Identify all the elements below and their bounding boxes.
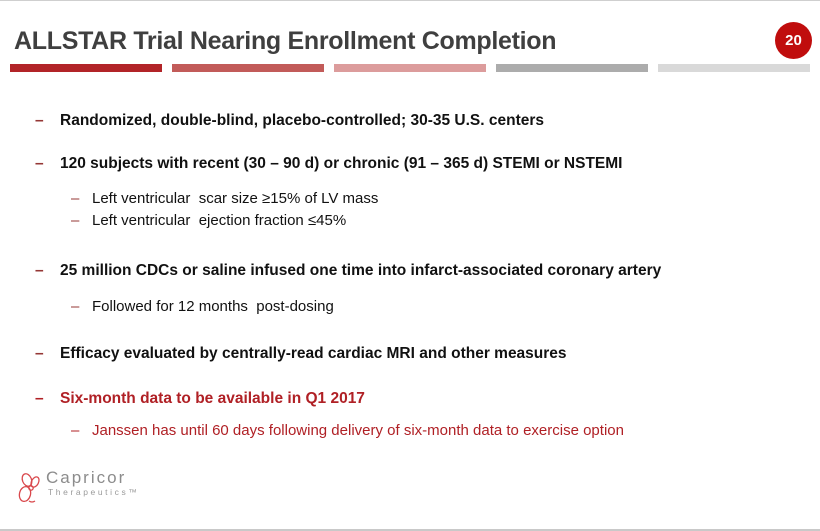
bullet-item: – Efficacy evaluated by centrally-read c… [0,344,820,363]
dash-bullet-icon: – [35,390,44,407]
capricor-logo: Capricor Therapeutics™ [16,469,139,509]
bullet-text: Randomized, double-blind, placebo-contro… [60,112,545,129]
bullet-item: – 25 million CDCs or saline infused one … [0,261,820,280]
divider-segment [172,64,324,72]
bullet-text: Six-month data to be available in Q1 201… [60,390,365,407]
dash-bullet-icon: – [35,262,44,279]
capricor-logo-icon [18,473,40,503]
page-number: 20 [785,32,802,49]
bullet-item: – 120 subjects with recent (30 – 90 d) o… [0,154,820,173]
divider-segment [496,64,648,72]
divider-bar [10,64,810,72]
divider-segment [334,64,486,72]
page-title: ALLSTAR Trial Nearing Enrollment Complet… [14,27,557,55]
bullet-item: – Left ventricular scar size ≥15% of LV … [0,189,820,208]
bullet-text: Followed for 12 months post-dosing [92,298,334,315]
bullet-text: Efficacy evaluated by centrally-read car… [60,345,567,362]
logo-text-block: Capricor Therapeutics™ [46,468,140,498]
bullet-text: 25 million CDCs or saline infused one ti… [60,262,662,279]
dash-bullet-icon: – [35,345,44,362]
bullet-text: Janssen has until 60 days following deli… [92,422,624,439]
dash-bullet-icon: – [35,112,44,129]
logo-subtext: Therapeutics™ [48,487,140,497]
bullet-item: – Followed for 12 months post-dosing [0,297,820,316]
dash-bullet-icon: – [71,190,80,207]
dash-bullet-icon: – [71,422,80,439]
bullet-item: – Six-month data to be available in Q1 2… [0,389,820,408]
page-number-badge: 20 [775,22,812,59]
dash-bullet-icon: – [71,298,80,315]
logo-wordmark: Capricor [46,468,127,487]
bullet-item: – Left ventricular ejection fraction ≤45… [0,211,820,230]
dash-bullet-icon: – [71,212,80,229]
divider-segment [10,64,162,72]
divider-segment [658,64,810,72]
bullet-text: 120 subjects with recent (30 – 90 d) or … [60,155,623,172]
dash-bullet-icon: – [35,155,44,172]
bullet-text: Left ventricular ejection fraction ≤45% [92,212,347,229]
bullet-item: – Randomized, double-blind, placebo-cont… [0,111,820,130]
bullet-list: – Randomized, double-blind, placebo-cont… [0,104,820,440]
bullet-text: Left ventricular scar size ≥15% of LV ma… [92,190,379,207]
bullet-item: – Janssen has until 60 days following de… [0,421,820,440]
